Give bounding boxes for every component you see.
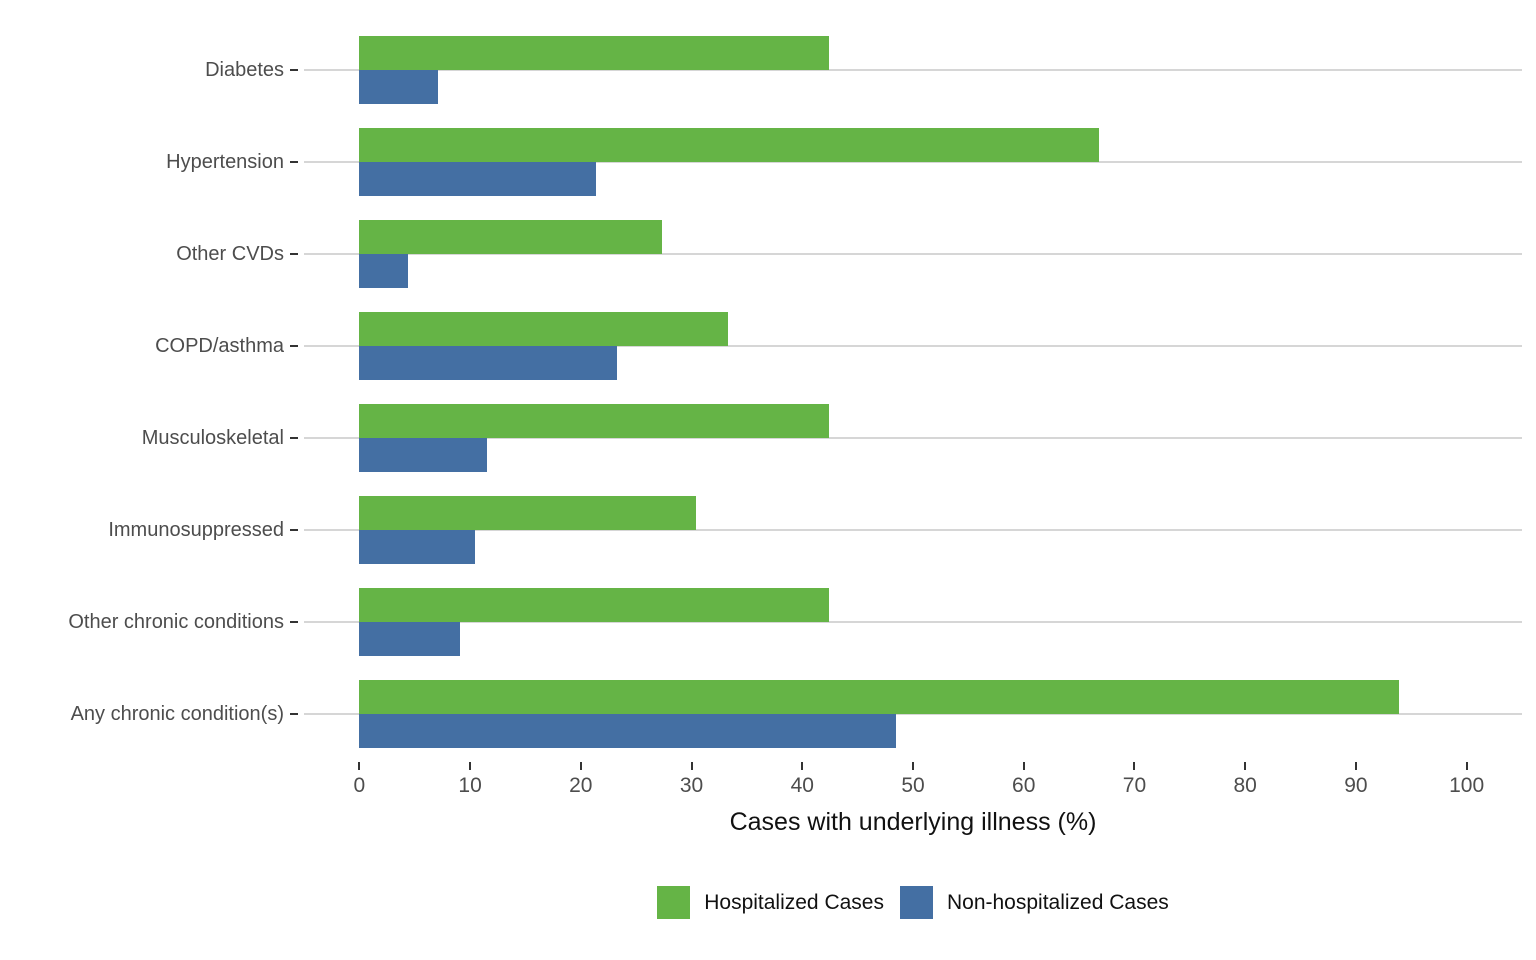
x-tick-mark [358,762,361,770]
bar-hospitalized [359,128,1100,162]
bar-non-hospitalized [359,346,618,380]
gridline [304,437,1522,439]
gridline [304,69,1522,71]
bar-hospitalized [359,496,696,530]
x-tick-mark [690,762,693,770]
category-row: Any chronic condition(s) [0,668,1522,760]
y-tick-mark [290,437,298,439]
x-tick-mark [1465,762,1468,770]
y-axis-label: Other chronic conditions [68,610,284,633]
y-tick-mark [290,253,298,255]
bar-non-hospitalized [359,70,438,104]
x-tick-mark [1133,762,1136,770]
non-hospitalized-swatch [899,886,933,919]
x-tick-label: 80 [1233,774,1257,797]
bar-hospitalized [359,680,1400,714]
panel-cell [304,24,1522,116]
y-tick-mark [290,161,298,163]
x-tick-label: 90 [1344,774,1368,797]
bar-hospitalized [359,404,829,438]
y-axis-label: Immunosuppressed [108,518,284,541]
y-tick-mark [290,621,298,623]
x-tick-mark [469,762,472,770]
category-row: Other chronic conditions [0,576,1522,668]
x-tick-mark [579,762,582,770]
y-axis-label: Any chronic condition(s) [70,702,284,725]
bar-hospitalized [359,312,729,346]
x-tick-label: 10 [458,774,482,797]
legend-entry-hospitalized: Hospitalized Cases [657,886,884,919]
x-tick-label: 20 [569,774,593,797]
x-tick-label: 60 [1012,774,1036,797]
panel-cell [304,484,1522,576]
panel-cell [304,392,1522,484]
plot-rows: Diabetes Hypertension Other CVDs COPD/asthm… [0,24,1522,760]
category-row: COPD/asthma [0,300,1522,392]
x-tick-mark [912,762,914,770]
x-axis: 0 10 20 30 40 50 60 70 80 90 100 [304,760,1522,806]
bar-hospitalized [359,36,829,70]
legend-label: Hospitalized Cases [704,890,884,914]
category-row: Other CVDs [0,208,1522,300]
panel-cell [304,300,1522,392]
category-row: Musculoskeletal [0,392,1522,484]
bar-hospitalized [359,220,662,254]
y-axis-label: Hypertension [166,150,284,173]
gridline [304,161,1522,163]
x-tick-label: 70 [1122,774,1147,797]
gridline [304,345,1522,347]
x-tick-mark [1244,762,1247,770]
bar-non-hospitalized [359,254,409,288]
legend-entry-non-hospitalized: Non-hospitalized Cases [899,886,1169,919]
bar-non-hospitalized [359,530,475,564]
y-tick-mark [290,529,298,531]
bar-non-hospitalized [359,714,897,748]
y-axis-label: Diabetes [205,58,284,81]
x-tick-mark [801,762,804,770]
x-tick-label: 30 [679,774,704,797]
gridline [304,713,1522,715]
legend: Hospitalized Cases Non-hospitalized Case… [304,886,1522,919]
legend-label: Non-hospitalized Cases [946,890,1169,914]
panel-cell [304,576,1522,668]
bar-non-hospitalized [359,438,487,472]
category-row: Diabetes [0,24,1522,116]
category-row: Hypertension [0,116,1522,208]
x-axis-title: Cases with underlying illness (%) [729,808,1097,836]
panel-cell [304,116,1522,208]
bar-hospitalized [359,588,829,622]
y-axis-label: COPD/asthma [155,334,284,357]
hospitalized-swatch [657,886,691,919]
x-tick-mark [1022,762,1025,770]
bar-non-hospitalized [359,162,597,196]
y-axis-label: Other CVDs [176,242,284,265]
y-tick-mark [290,713,298,715]
x-tick-label: 0 [353,774,366,797]
category-row: Immunosuppressed [0,484,1522,576]
gridline [304,253,1522,255]
x-tick-label: 40 [790,774,814,797]
gridline [304,529,1522,531]
bar-non-hospitalized [359,622,461,656]
y-tick-mark [290,69,298,71]
gridline [304,621,1522,623]
panel-cell [304,208,1522,300]
y-tick-mark [290,345,298,347]
y-axis-label: Musculoskeletal [141,426,284,449]
x-tick-mark [1354,762,1357,770]
x-tick-label: 100 [1449,774,1485,797]
panel-cell [304,668,1522,760]
x-tick-label: 50 [901,774,925,797]
